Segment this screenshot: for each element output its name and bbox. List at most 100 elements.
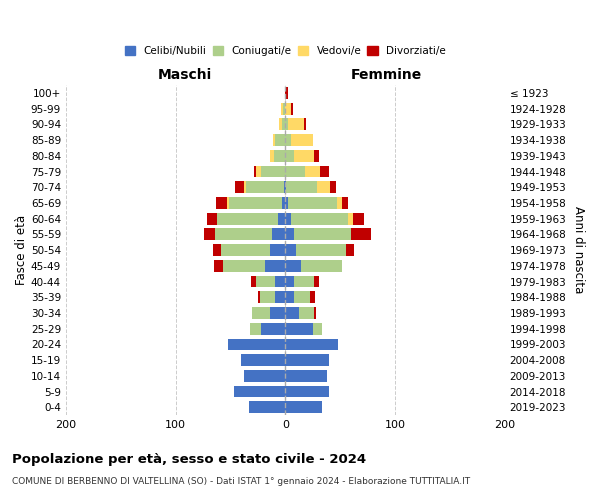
Bar (286, 118, 287, 130)
Bar (282, 118, 286, 130)
Bar (249, 402, 286, 413)
Y-axis label: Anni di nascita: Anni di nascita (572, 206, 585, 294)
Bar (208, 213, 217, 224)
Bar (294, 292, 310, 303)
Bar (291, 102, 293, 115)
Bar (221, 244, 270, 256)
Bar (260, 292, 275, 303)
Bar (286, 197, 287, 209)
Bar (270, 307, 286, 319)
Bar (294, 276, 314, 287)
Bar (304, 118, 306, 130)
Bar (310, 292, 315, 303)
Bar (287, 197, 337, 209)
Bar (317, 182, 331, 193)
Bar (275, 276, 286, 287)
Bar (286, 260, 301, 272)
Bar (299, 307, 314, 319)
Bar (286, 276, 294, 287)
Bar (251, 276, 256, 287)
Bar (286, 323, 313, 334)
Bar (270, 150, 274, 162)
Bar (241, 354, 286, 366)
Bar (286, 292, 294, 303)
Bar (250, 323, 261, 334)
Bar (258, 292, 260, 303)
Bar (286, 213, 291, 224)
Bar (286, 150, 294, 162)
Legend: Celibi/Nubili, Coniugati/e, Vedovi/e, Divorziati/e: Celibi/Nubili, Coniugati/e, Vedovi/e, Di… (121, 42, 450, 60)
Bar (244, 370, 286, 382)
Bar (314, 276, 319, 287)
Bar (286, 166, 305, 177)
Text: Popolazione per età, sesso e stato civile - 2024: Popolazione per età, sesso e stato civil… (12, 452, 366, 466)
Bar (286, 102, 291, 115)
Bar (291, 213, 348, 224)
Bar (256, 166, 261, 177)
Text: COMUNE DI BERBENNO DI VALTELLINA (SO) - Dati ISTAT 1° gennaio 2024 - Elaborazion: COMUNE DI BERBENNO DI VALTELLINA (SO) - … (12, 478, 470, 486)
Bar (337, 197, 343, 209)
Bar (331, 182, 336, 193)
Bar (216, 197, 227, 209)
Bar (346, 244, 355, 256)
Bar (294, 150, 314, 162)
Bar (204, 228, 215, 240)
Bar (275, 292, 286, 303)
Bar (351, 228, 371, 240)
Bar (286, 307, 299, 319)
Bar (265, 260, 286, 272)
Bar (320, 166, 329, 177)
Bar (275, 134, 286, 146)
Bar (353, 213, 364, 224)
Bar (313, 323, 322, 334)
Y-axis label: Fasce di età: Fasce di età (15, 215, 28, 285)
Bar (214, 260, 223, 272)
Bar (246, 182, 284, 193)
Bar (286, 228, 294, 240)
Bar (291, 134, 313, 146)
Bar (282, 197, 286, 209)
Bar (244, 182, 246, 193)
Text: Femmine: Femmine (350, 68, 422, 82)
Bar (274, 150, 286, 162)
Bar (286, 386, 329, 398)
Bar (283, 102, 286, 115)
Bar (223, 260, 265, 272)
Bar (213, 244, 221, 256)
Bar (348, 213, 353, 224)
Bar (286, 87, 287, 99)
Text: Maschi: Maschi (157, 68, 212, 82)
Bar (256, 276, 275, 287)
Bar (227, 197, 229, 209)
Bar (301, 260, 343, 272)
Bar (234, 386, 286, 398)
Bar (273, 134, 275, 146)
Bar (286, 182, 317, 193)
Bar (228, 338, 286, 350)
Bar (286, 354, 329, 366)
Bar (278, 213, 286, 224)
Bar (261, 166, 286, 177)
Bar (343, 197, 348, 209)
Bar (286, 402, 322, 413)
Bar (286, 370, 327, 382)
Bar (270, 244, 286, 256)
Bar (296, 244, 346, 256)
Bar (272, 228, 286, 240)
Bar (279, 118, 282, 130)
Bar (286, 338, 338, 350)
Bar (215, 228, 272, 240)
Bar (281, 102, 283, 115)
Bar (287, 118, 304, 130)
Bar (286, 134, 291, 146)
Bar (261, 323, 286, 334)
Bar (314, 150, 319, 162)
Bar (254, 166, 256, 177)
Bar (314, 307, 316, 319)
Bar (217, 213, 278, 224)
Bar (305, 166, 320, 177)
Bar (229, 197, 282, 209)
Bar (286, 244, 296, 256)
Bar (235, 182, 244, 193)
Bar (294, 228, 351, 240)
